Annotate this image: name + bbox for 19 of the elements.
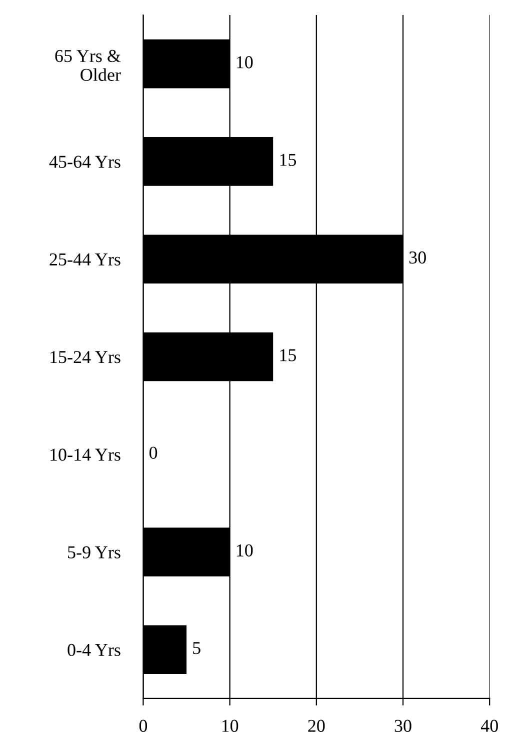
data-label: 10 [236, 56, 253, 68]
x-tick-label: 20 [308, 720, 325, 732]
data-label: 5 [193, 642, 200, 654]
x-tick-label: 10 [222, 720, 238, 732]
y-tick-label: 25-44 Yrs [50, 253, 120, 266]
y-tick-label: 5-9 Yrs [68, 546, 120, 558]
data-label: 0 [149, 446, 158, 459]
data-label: 15 [280, 349, 296, 362]
data-label: 15 [280, 154, 296, 166]
y-tick-label: 15-24 Yrs [50, 351, 120, 364]
data-label: 30 [409, 251, 426, 264]
y-tick-label: 45-64 Yrs [49, 156, 120, 168]
x-tick-label: 40 [480, 720, 498, 732]
y-tick-label: 65 Yrs & Older [55, 50, 121, 81]
y-tick-label: 10-14 Yrs [50, 448, 120, 461]
x-tick-label: 0 [139, 720, 148, 732]
data-label: 10 [236, 544, 253, 557]
x-tick-label: 30 [394, 720, 412, 732]
y-tick-label: 0-4 Yrs [68, 644, 120, 656]
